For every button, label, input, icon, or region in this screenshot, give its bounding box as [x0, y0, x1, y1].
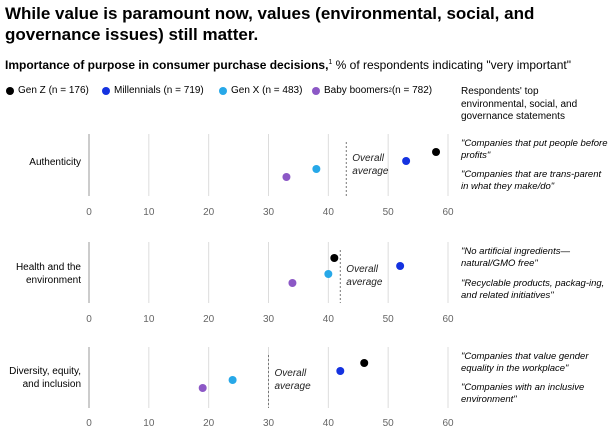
point-baby-boomers — [288, 279, 297, 287]
legend-dot-baby-boomers — [312, 86, 320, 95]
point-baby-boomers — [198, 384, 207, 392]
category-label-health-environment: Health and the environment — [0, 261, 81, 287]
x-tick-label: 60 — [442, 207, 454, 218]
overall-average-label: Overall — [352, 153, 384, 164]
x-tick-label: 20 — [203, 418, 215, 429]
category-label-line: Diversity, equity, — [9, 366, 81, 377]
overall-average-label: average — [275, 381, 312, 392]
category-label-line: and inclusion — [22, 379, 81, 390]
legend-label-gen-z: Gen Z (n = 176) — [18, 85, 89, 96]
legend-dot-millennials — [102, 86, 110, 95]
legend-dot-gen-z — [6, 86, 14, 95]
legend-item-gen-x: Gen X (n = 483) — [219, 85, 302, 96]
chart-subtitle: Importance of purpose in consumer purcha… — [5, 58, 571, 72]
legend-dot-gen-x — [219, 86, 227, 95]
statement-diversity-2: "Companies with an inclusive environment… — [461, 382, 585, 405]
statements-header: Respondents' top environmental, social, … — [461, 86, 578, 122]
statement-health-2: "Recyclable products, packag-ing, and re… — [461, 278, 605, 301]
point-gen-z — [330, 254, 339, 262]
x-tick-label: 30 — [263, 418, 275, 429]
point-gen-x — [312, 165, 321, 173]
point-millennials — [402, 157, 411, 165]
page-title: While value is paramount now, values (en… — [5, 4, 535, 44]
overall-average-label: average — [352, 166, 389, 177]
x-tick-label: 50 — [383, 418, 395, 429]
x-tick-label: 50 — [383, 314, 395, 325]
point-baby-boomers — [282, 173, 291, 181]
x-tick-label: 30 — [263, 314, 275, 325]
category-label-line: environment — [25, 275, 81, 286]
category-label-authenticity: Authenticity — [0, 156, 81, 169]
category-label-diversity-equity-inclusion: Diversity, equity, and inclusion — [0, 365, 81, 391]
x-tick-label: 20 — [203, 207, 215, 218]
x-tick-label: 10 — [143, 314, 155, 325]
x-tick-label: 10 — [143, 418, 155, 429]
point-gen-x — [324, 270, 333, 278]
statement-diversity-1: "Companies that value gender equality in… — [461, 351, 589, 374]
statement-authenticity-2: "Companies that are trans-parent in what… — [461, 169, 602, 192]
category-label-line: Health and the — [15, 262, 81, 273]
point-millennials — [336, 367, 345, 375]
x-tick-label: 40 — [323, 207, 335, 218]
x-tick-label: 60 — [442, 314, 454, 325]
legend-item-gen-z: Gen Z (n = 176) — [6, 85, 89, 96]
x-tick-label: 20 — [203, 314, 215, 325]
legend-footnote-marker: 2 — [388, 87, 392, 94]
x-tick-label: 50 — [383, 207, 395, 218]
statement-authenticity-1: "Companies that put people before profit… — [461, 138, 608, 161]
legend-item-millennials: Millennials (n = 719) — [102, 85, 204, 96]
footnote-marker: 1 — [328, 59, 333, 66]
overall-average-label: Overall — [346, 264, 378, 275]
x-tick-label: 0 — [86, 207, 92, 218]
subtitle-bold: Importance of purpose in consumer purcha… — [5, 58, 329, 72]
overall-average-label: Overall — [275, 368, 307, 379]
x-tick-label: 0 — [86, 418, 92, 429]
category-label-line: Authenticity — [29, 157, 81, 168]
legend-label-millennials: Millennials (n = 719) — [114, 85, 204, 96]
x-tick-label: 40 — [323, 314, 335, 325]
overall-average-label: average — [346, 277, 383, 288]
x-tick-label: 30 — [263, 207, 275, 218]
point-gen-z — [432, 148, 441, 156]
point-millennials — [396, 262, 405, 270]
x-tick-label: 10 — [143, 207, 155, 218]
legend-label-baby-boomers-n: (n = 782) — [391, 85, 433, 96]
x-tick-label: 0 — [86, 314, 92, 325]
statement-health-1: "No artificial ingredients—natural/GMO f… — [461, 246, 570, 269]
point-gen-z — [360, 359, 369, 367]
x-tick-label: 60 — [442, 418, 454, 429]
legend-item-baby-boomers: Baby boomers 2 (n = 782) — [312, 85, 432, 96]
point-gen-x — [228, 376, 237, 384]
x-tick-label: 40 — [323, 418, 335, 429]
legend-label-gen-x: Gen X (n = 483) — [231, 85, 303, 96]
subtitle-rest: % of respondents indicating "very import… — [332, 58, 571, 72]
legend-label-baby-boomers: Baby boomers — [324, 85, 389, 96]
